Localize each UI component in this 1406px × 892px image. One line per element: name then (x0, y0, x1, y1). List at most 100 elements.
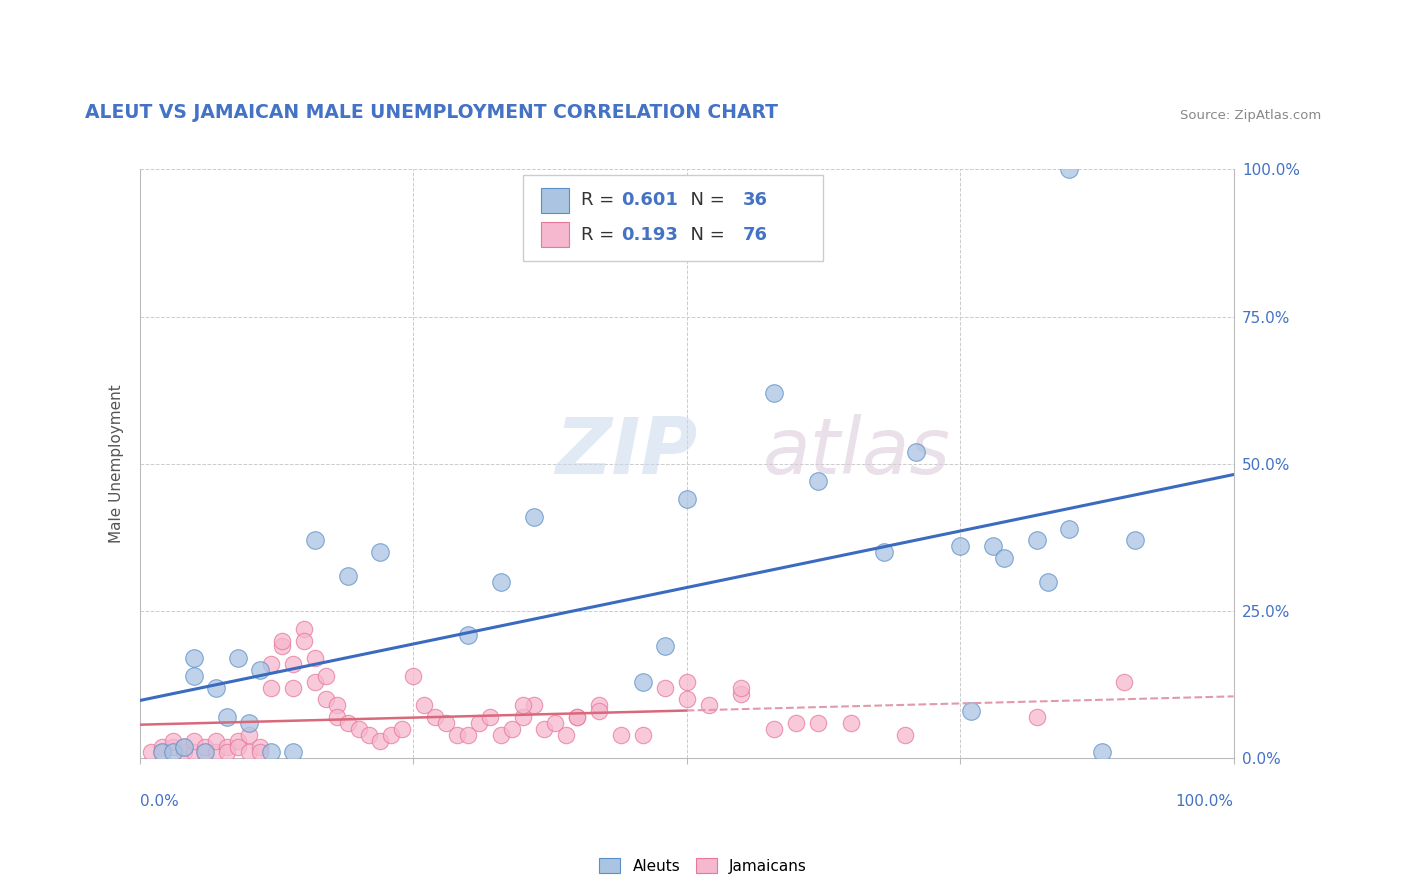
Point (183, 733, 205, 747)
Point (249, 663, 271, 677)
Point (304, 651, 326, 665)
Point (588, 704, 610, 718)
Point (315, 692, 337, 706)
Point (238, 746, 260, 760)
Point (839, 716, 862, 731)
Point (281, 681, 304, 695)
Text: 76: 76 (742, 226, 768, 244)
Point (675, 674, 697, 689)
Point (533, 722, 555, 736)
Point (183, 669, 205, 683)
Point (139, 746, 162, 760)
Point (217, 710, 239, 724)
FancyBboxPatch shape (523, 175, 824, 260)
Point (150, 746, 173, 760)
Point (763, 386, 786, 401)
Point (730, 681, 752, 695)
Point (905, 445, 928, 459)
Point (150, 739, 173, 754)
Point (325, 698, 347, 713)
Point (347, 722, 370, 736)
Point (675, 692, 697, 706)
Text: N =: N = (679, 226, 731, 244)
Point (238, 716, 260, 731)
Point (173, 739, 195, 754)
Point (434, 716, 457, 731)
Point (304, 674, 326, 689)
Point (359, 728, 381, 742)
Text: 0.0%: 0.0% (139, 794, 179, 809)
Point (150, 746, 173, 760)
Point (217, 739, 239, 754)
Point (981, 539, 1004, 553)
Point (271, 633, 294, 648)
Point (1025, 710, 1047, 724)
Point (217, 746, 239, 760)
Point (162, 733, 184, 747)
Point (413, 698, 436, 713)
Point (675, 492, 697, 507)
Point (292, 633, 315, 648)
Text: ALEUT VS JAMAICAN MALE UNEMPLOYMENT CORRELATION CHART: ALEUT VS JAMAICAN MALE UNEMPLOYMENT CORR… (86, 103, 778, 122)
Point (402, 669, 425, 683)
Text: Source: ZipAtlas.com: Source: ZipAtlas.com (1180, 109, 1322, 122)
Point (281, 746, 304, 760)
Point (304, 533, 326, 548)
Point (336, 568, 359, 582)
Point (588, 698, 610, 713)
Point (872, 545, 894, 559)
Point (1091, 746, 1114, 760)
Point (610, 728, 633, 742)
Point (807, 716, 830, 731)
Point (271, 640, 294, 654)
Point (226, 651, 249, 665)
Point (457, 728, 479, 742)
Text: 0.193: 0.193 (621, 226, 678, 244)
Point (194, 746, 217, 760)
Point (1114, 674, 1136, 689)
Point (315, 669, 337, 683)
FancyBboxPatch shape (541, 222, 568, 247)
Point (654, 681, 676, 695)
Point (489, 574, 512, 589)
Point (260, 746, 283, 760)
Legend: Aleuts, Jamaicans: Aleuts, Jamaicans (593, 852, 813, 880)
Text: ZIP: ZIP (555, 414, 697, 490)
Point (238, 728, 260, 742)
Point (1059, 162, 1081, 177)
Point (1025, 533, 1047, 548)
Point (260, 681, 283, 695)
Point (522, 509, 544, 524)
Point (281, 657, 304, 671)
Text: 0.601: 0.601 (621, 192, 678, 210)
Point (325, 710, 347, 724)
Point (226, 739, 249, 754)
Point (478, 710, 501, 724)
Point (380, 728, 402, 742)
Point (1123, 533, 1146, 548)
Text: N =: N = (679, 192, 731, 210)
Point (567, 710, 589, 724)
Point (1059, 522, 1081, 536)
Point (446, 728, 468, 742)
Point (162, 739, 184, 754)
Point (226, 733, 249, 747)
Point (205, 681, 228, 695)
Text: R =: R = (581, 226, 620, 244)
Point (631, 728, 654, 742)
Point (205, 733, 228, 747)
Point (173, 746, 195, 760)
Point (370, 545, 392, 559)
Point (249, 739, 271, 754)
Point (194, 739, 217, 754)
Point (993, 551, 1015, 566)
Text: atlas: atlas (763, 414, 950, 490)
Point (183, 746, 205, 760)
Point (1036, 574, 1059, 589)
Point (370, 733, 392, 747)
Point (960, 704, 983, 718)
Point (391, 722, 413, 736)
Text: 36: 36 (742, 192, 768, 210)
Point (489, 728, 512, 742)
Point (697, 698, 720, 713)
